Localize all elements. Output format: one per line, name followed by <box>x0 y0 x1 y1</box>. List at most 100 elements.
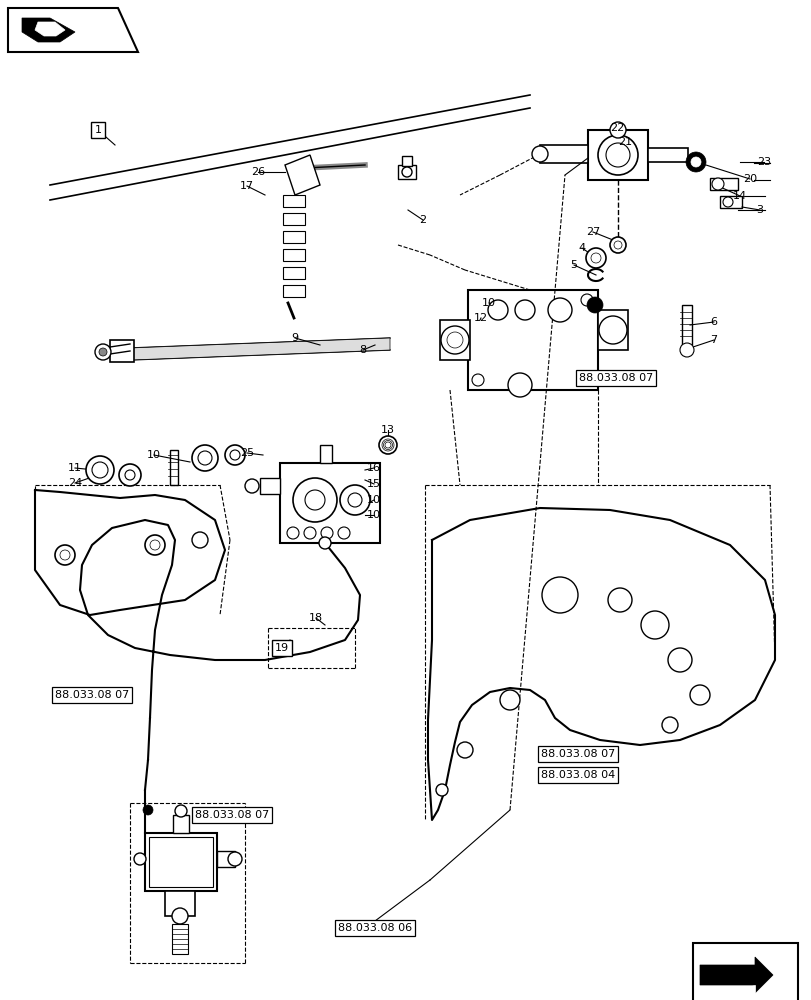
Text: 5: 5 <box>570 260 577 270</box>
Text: 20: 20 <box>742 174 756 184</box>
Circle shape <box>590 253 600 263</box>
Circle shape <box>198 451 212 465</box>
Bar <box>217 851 234 867</box>
Circle shape <box>230 450 240 460</box>
Circle shape <box>55 545 75 565</box>
Bar <box>283 285 305 297</box>
Circle shape <box>446 332 462 348</box>
Text: 25: 25 <box>239 448 254 458</box>
Circle shape <box>286 527 298 539</box>
Circle shape <box>541 577 577 613</box>
Circle shape <box>581 294 592 306</box>
Polygon shape <box>8 8 138 52</box>
Circle shape <box>661 717 677 733</box>
Bar <box>172 924 188 954</box>
Circle shape <box>348 493 362 507</box>
Bar <box>173 815 189 833</box>
Text: 88.033.08 06: 88.033.08 06 <box>337 923 411 933</box>
Text: 26: 26 <box>251 167 264 177</box>
Circle shape <box>92 462 108 478</box>
Circle shape <box>145 535 165 555</box>
Bar <box>681 305 691 345</box>
Circle shape <box>586 297 603 313</box>
Bar <box>709 178 737 190</box>
Bar <box>692 943 797 1000</box>
Text: 88.033.08 07: 88.033.08 07 <box>195 810 268 820</box>
Text: 88.033.08 04: 88.033.08 04 <box>540 770 615 780</box>
Circle shape <box>640 611 668 639</box>
Circle shape <box>191 445 217 471</box>
Bar <box>397 165 415 179</box>
Circle shape <box>172 908 188 924</box>
Polygon shape <box>35 22 65 36</box>
Bar <box>109 340 134 362</box>
Circle shape <box>95 344 111 360</box>
Bar <box>597 310 627 350</box>
Circle shape <box>531 146 547 162</box>
Circle shape <box>514 300 534 320</box>
Circle shape <box>613 241 621 249</box>
Text: 8: 8 <box>359 345 366 355</box>
Circle shape <box>440 326 469 354</box>
Circle shape <box>711 178 723 190</box>
Circle shape <box>609 237 625 253</box>
Circle shape <box>508 373 531 397</box>
Text: 3: 3 <box>756 205 762 215</box>
Circle shape <box>597 135 637 175</box>
Text: 14: 14 <box>732 191 746 201</box>
Text: 19: 19 <box>275 643 289 653</box>
Circle shape <box>609 122 625 138</box>
Polygon shape <box>22 18 75 42</box>
Text: 10: 10 <box>367 510 380 520</box>
Text: 6: 6 <box>710 317 717 327</box>
Text: 17: 17 <box>239 181 254 191</box>
Polygon shape <box>285 155 320 195</box>
Circle shape <box>319 537 331 549</box>
Bar <box>165 891 195 916</box>
Text: 4: 4 <box>577 243 585 253</box>
Text: 9: 9 <box>291 333 298 343</box>
Bar <box>320 445 332 463</box>
Circle shape <box>379 436 397 454</box>
Bar <box>467 290 597 390</box>
Bar <box>283 249 305 261</box>
Circle shape <box>436 784 448 796</box>
Bar <box>587 130 647 180</box>
Bar <box>260 478 280 494</box>
Circle shape <box>685 152 705 172</box>
Text: 24: 24 <box>68 478 82 488</box>
Circle shape <box>125 470 135 480</box>
Circle shape <box>487 300 508 320</box>
Circle shape <box>607 588 631 612</box>
Text: 27: 27 <box>586 227 599 237</box>
Circle shape <box>722 197 732 207</box>
Text: 10: 10 <box>482 298 496 308</box>
Circle shape <box>245 479 259 493</box>
Circle shape <box>119 464 141 486</box>
Polygon shape <box>427 508 774 820</box>
Circle shape <box>689 685 709 705</box>
Circle shape <box>60 550 70 560</box>
Text: 10: 10 <box>367 495 380 505</box>
Circle shape <box>337 527 350 539</box>
Text: 22: 22 <box>609 123 624 133</box>
Bar <box>401 156 411 166</box>
Bar <box>440 320 470 360</box>
Bar <box>283 213 305 225</box>
Text: 2: 2 <box>419 215 426 225</box>
Circle shape <box>599 316 626 344</box>
Circle shape <box>500 690 519 710</box>
Polygon shape <box>699 957 772 993</box>
Bar <box>719 196 741 208</box>
Text: 12: 12 <box>474 313 487 323</box>
Bar <box>148 837 212 887</box>
Bar <box>145 833 217 891</box>
Bar <box>283 231 305 243</box>
Bar <box>169 450 178 485</box>
Circle shape <box>471 374 483 386</box>
Bar <box>283 195 305 207</box>
Text: 1: 1 <box>94 125 101 135</box>
Bar <box>280 463 380 543</box>
Circle shape <box>143 805 152 815</box>
Circle shape <box>305 490 324 510</box>
